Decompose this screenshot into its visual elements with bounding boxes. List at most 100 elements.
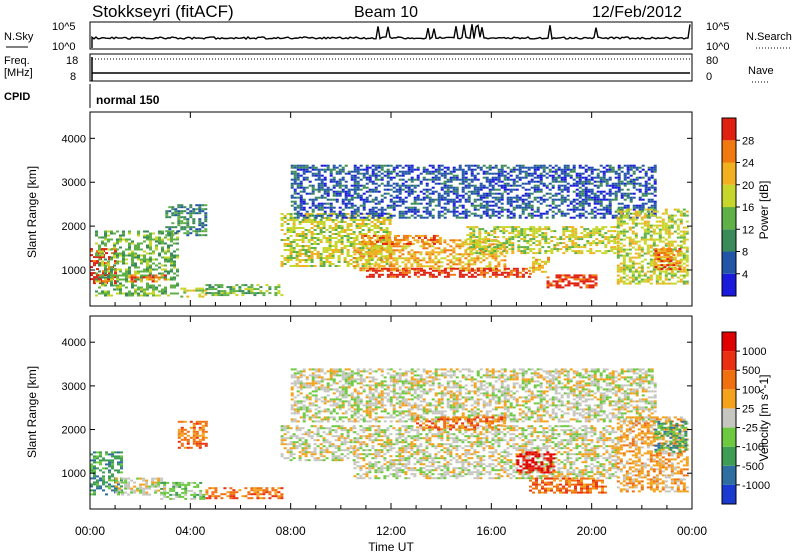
nave-label: Nave bbox=[748, 65, 774, 77]
velocity-region bbox=[90, 451, 123, 496]
freq-tick-top: 18 bbox=[66, 55, 78, 67]
power-ytick-label: 4000 bbox=[62, 133, 86, 145]
velocity-colorbar-swatch bbox=[722, 427, 736, 447]
power-ytick-label: 1000 bbox=[62, 265, 86, 277]
power-ylabel: Slant Range [km] bbox=[25, 166, 39, 258]
velocity-region bbox=[290, 368, 657, 423]
time-xtick-label: 00:00 bbox=[677, 524, 707, 538]
time-xtick-label: 20:00 bbox=[577, 524, 607, 538]
power-ytick-label: 3000 bbox=[62, 177, 86, 189]
freq-label: Freq. bbox=[4, 55, 30, 67]
nsky-trace bbox=[91, 24, 691, 48]
power-colorbar-tick: 12 bbox=[742, 224, 754, 236]
power-colorbar-swatch bbox=[722, 184, 736, 208]
time-xtick-label: 00:00 bbox=[75, 524, 105, 538]
power-colorbar-tick: 8 bbox=[742, 247, 748, 259]
nsky-strip: N.Sky 10^5 10^0 10^5 10^0 N.Search bbox=[4, 21, 792, 53]
velocity-ylabel: Slant Range [km] bbox=[25, 366, 39, 458]
velocity-colorbar-tick: -500 bbox=[742, 461, 764, 473]
cpid-label: CPID bbox=[4, 91, 30, 103]
velocity-colorbar-tick: -1000 bbox=[742, 480, 770, 492]
velocity-region bbox=[516, 451, 556, 474]
power-region bbox=[616, 208, 689, 285]
cpid-strip: CPID normal 150 bbox=[4, 84, 160, 108]
velocity-y-ticks: 1000 2000 3000 4000 bbox=[62, 337, 692, 480]
power-colorbar-tick: 24 bbox=[742, 158, 754, 170]
nave-tick-bottom: 0 bbox=[706, 71, 712, 83]
velocity-colorbar-tick: 25 bbox=[742, 403, 754, 415]
power-colorbar-tick: 16 bbox=[742, 202, 754, 214]
velocity-ytick-label: 2000 bbox=[62, 425, 86, 437]
nave-tick-top: 80 bbox=[706, 55, 718, 67]
power-colorbar-swatch bbox=[722, 207, 736, 230]
velocity-colorbar-tick: 100 bbox=[742, 384, 760, 396]
velocity-region bbox=[160, 481, 206, 500]
power-region bbox=[654, 248, 682, 271]
velocity-colorbar-swatch bbox=[722, 351, 736, 371]
power-region bbox=[365, 267, 531, 278]
freq-tick-bottom: 8 bbox=[70, 71, 76, 83]
time-xlabel: Time UT bbox=[368, 540, 414, 554]
nsearch-label: N.Search bbox=[746, 31, 792, 43]
time-xtick-label: 08:00 bbox=[276, 524, 306, 538]
velocity-region bbox=[115, 477, 167, 496]
velocity-region bbox=[416, 416, 507, 431]
power-colorbar-tick: 28 bbox=[742, 135, 754, 147]
power-colorbar-swatch bbox=[722, 251, 736, 274]
power-region bbox=[529, 256, 550, 275]
power-y-ticks: 1000 2000 3000 4000 bbox=[62, 133, 692, 277]
power-colorbar-swatch bbox=[722, 118, 736, 141]
velocity-colorbar-swatch bbox=[722, 332, 736, 352]
power-colorbar-tick: 20 bbox=[742, 180, 754, 192]
nsearch-tick-top: 10^5 bbox=[706, 21, 730, 33]
velocity-colorbar-tick: -25 bbox=[742, 423, 758, 435]
velocity-region bbox=[353, 425, 618, 480]
plot-title: Stokkseyri (fitACF) bbox=[92, 2, 234, 21]
time-xtick-label: 12:00 bbox=[376, 524, 406, 538]
time-xtick-label: 04:00 bbox=[175, 524, 205, 538]
velocity-region bbox=[654, 420, 688, 453]
power-colorbar-swatch bbox=[722, 162, 736, 185]
velocity-region bbox=[177, 420, 208, 449]
velocity-colorbar-swatch bbox=[722, 370, 736, 390]
cpid-value: normal 150 bbox=[96, 93, 160, 107]
nsky-tick-top: 10^5 bbox=[52, 21, 76, 33]
power-region bbox=[290, 164, 657, 219]
velocity-colorbar-swatch bbox=[722, 465, 736, 485]
power-region bbox=[546, 274, 598, 289]
nsearch-tick-bottom: 10^0 bbox=[706, 41, 730, 53]
power-colorbar: 4 8 12 16 20 24 28 bbox=[721, 117, 754, 297]
velocity-region bbox=[205, 487, 284, 500]
nsky-label: N.Sky bbox=[4, 31, 34, 43]
power-region bbox=[360, 234, 442, 245]
time-xtick-label: 16:00 bbox=[476, 524, 506, 538]
power-colorbar-swatch bbox=[722, 229, 736, 252]
power-data bbox=[90, 164, 689, 298]
velocity-ytick-label: 1000 bbox=[62, 468, 86, 480]
nsky-tick-bottom: 10^0 bbox=[52, 41, 76, 53]
velocity-region bbox=[529, 477, 607, 494]
power-region bbox=[180, 287, 208, 298]
power-region bbox=[165, 204, 208, 237]
power-ytick-label: 2000 bbox=[62, 221, 86, 233]
power-colorbar-label: Power [dB] bbox=[757, 181, 771, 240]
power-region bbox=[466, 226, 620, 255]
power-colorbar-swatch bbox=[722, 140, 736, 163]
power-region bbox=[205, 284, 284, 297]
velocity-ytick-label: 4000 bbox=[62, 337, 86, 349]
power-colorbar-swatch bbox=[722, 273, 736, 297]
power-colorbar-tick: 4 bbox=[742, 269, 748, 281]
freq-strip: Freq. [MHz] 18 8 80 0 Nave bbox=[4, 53, 774, 83]
power-region bbox=[127, 274, 167, 283]
date-label: 12/Feb/2012 bbox=[592, 4, 682, 21]
velocity-colorbar-swatch bbox=[722, 446, 736, 466]
velocity-region bbox=[280, 425, 356, 462]
beam-label: Beam 10 bbox=[354, 4, 418, 21]
power-region bbox=[95, 230, 179, 297]
velocity-colorbar-swatch bbox=[722, 408, 736, 428]
velocity-colorbar-label: Velocity [m s^-1] bbox=[757, 375, 771, 462]
velocity-colorbar-swatch bbox=[722, 389, 736, 409]
velocity-colorbar-tick: 1000 bbox=[742, 346, 766, 358]
velocity-colorbar: 1000 500 100 25 -25 -100 -500 -1000 bbox=[721, 331, 770, 505]
